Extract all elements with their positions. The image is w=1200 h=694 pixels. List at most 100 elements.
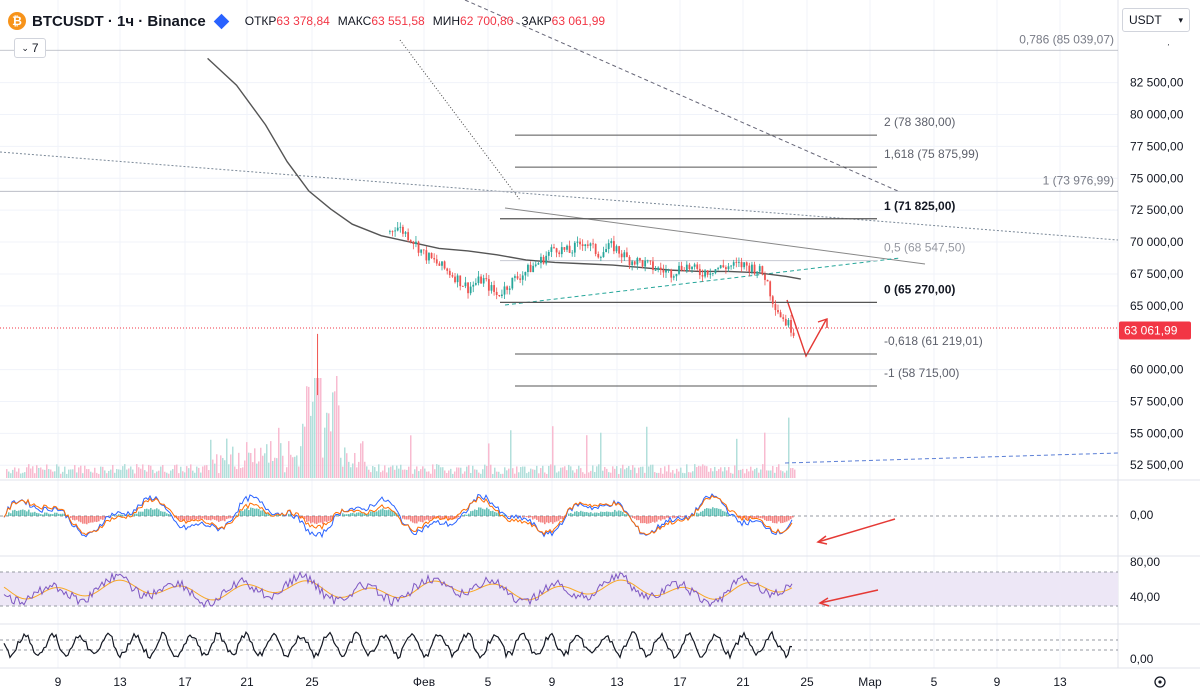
settings-gear-icon[interactable] bbox=[1154, 676, 1166, 688]
macd-histogram-bar bbox=[754, 516, 756, 519]
macd-histogram-bar bbox=[36, 512, 38, 516]
volume-bar bbox=[768, 470, 770, 478]
price-series bbox=[317, 221, 795, 396]
trendline-drawings[interactable] bbox=[0, 0, 1119, 464]
candle-body bbox=[558, 252, 561, 255]
low-label: МИН bbox=[432, 14, 461, 28]
volume-bar bbox=[776, 466, 778, 478]
fib-label-3: 0,5 (68 547,50) bbox=[884, 241, 965, 255]
volume-bar bbox=[76, 472, 78, 478]
price-tick-label-8: 60 000,00 bbox=[1130, 363, 1184, 377]
macd-histogram-bar bbox=[92, 516, 94, 523]
volume-bar bbox=[718, 469, 720, 478]
symbol-header[interactable]: ₿ BTCUSDT · 1ч · Binance ОТКР63 378,84 М… bbox=[8, 6, 605, 36]
volume-bar bbox=[382, 470, 384, 478]
volume-bar bbox=[652, 464, 654, 478]
volume-bar bbox=[226, 438, 228, 478]
volume-bar bbox=[112, 464, 114, 478]
indicators-toggle-button[interactable]: ⌄ 7 bbox=[14, 38, 46, 58]
candle-body bbox=[451, 275, 454, 277]
candle-body bbox=[592, 243, 594, 245]
macd-histogram-bar bbox=[318, 516, 320, 523]
volume-bar bbox=[496, 471, 498, 478]
macd-histogram-bar bbox=[576, 511, 578, 516]
macd-histogram-bar bbox=[448, 516, 450, 521]
volume-bar bbox=[708, 471, 710, 478]
macd-histogram-bar bbox=[544, 516, 546, 525]
volume-bar bbox=[220, 455, 222, 478]
macd-histogram-bar bbox=[670, 516, 672, 517]
volume-bar bbox=[240, 468, 242, 478]
volume-bar bbox=[288, 441, 290, 478]
volume-bar bbox=[592, 465, 594, 478]
volume-bar bbox=[532, 469, 534, 478]
macd-histogram-bar bbox=[26, 511, 28, 516]
volume-bar bbox=[56, 464, 58, 478]
rsi-line bbox=[3, 571, 793, 609]
macd-histogram-bar bbox=[764, 516, 766, 521]
macd-histogram-bar bbox=[718, 508, 720, 516]
volume-bar bbox=[542, 465, 544, 478]
volume-bar bbox=[762, 464, 764, 478]
macd-histogram-bar bbox=[124, 515, 126, 516]
macd-histogram-bar bbox=[200, 516, 202, 520]
macd-histogram-bar bbox=[434, 516, 436, 519]
candle-body bbox=[698, 268, 701, 276]
macd-histogram-bar bbox=[502, 514, 504, 516]
volume-bar bbox=[160, 466, 162, 478]
volume-bar bbox=[414, 469, 416, 478]
volume-bar bbox=[446, 472, 448, 478]
candle-body bbox=[628, 256, 631, 265]
candle-body bbox=[639, 258, 641, 261]
candle-body bbox=[435, 259, 438, 264]
volume-bar bbox=[552, 426, 554, 478]
volume-bar bbox=[408, 466, 410, 478]
macd-histogram-bar bbox=[8, 512, 10, 516]
fib-label-4: 0 (65 270,00) bbox=[884, 282, 955, 296]
macd-histogram-bar bbox=[376, 511, 378, 516]
volume-bar bbox=[656, 472, 658, 478]
volume-bar bbox=[622, 464, 624, 478]
macd-histogram-bar bbox=[62, 513, 64, 516]
time-axis[interactable]: 9 13 17 21 25 Фев 5 9 13 17 21 25 Мар 5 9 13 bbox=[55, 675, 1166, 689]
macd-histogram-bar bbox=[760, 516, 762, 519]
candle-body bbox=[738, 261, 740, 263]
price-tick-label-10: 55 000,00 bbox=[1130, 426, 1184, 440]
candle-body bbox=[659, 267, 662, 271]
volume-bar bbox=[142, 464, 144, 478]
symbol-title[interactable]: BTCUSDT · 1ч · Binance bbox=[32, 12, 206, 30]
volume-bar bbox=[456, 467, 458, 478]
macd-histogram-bar bbox=[786, 516, 788, 522]
candle-body bbox=[709, 273, 712, 275]
price-tick-label-9: 57 500,00 bbox=[1130, 394, 1184, 408]
volume-bar bbox=[430, 473, 432, 478]
volume-bar bbox=[106, 473, 108, 478]
volume-bar bbox=[120, 469, 122, 478]
last-price-label: 63 061,99 bbox=[1124, 324, 1178, 338]
volume-bar bbox=[286, 467, 288, 478]
macd-histogram-bar bbox=[232, 516, 234, 518]
flag-diamond-icon[interactable] bbox=[213, 13, 230, 29]
fibonacci-levels[interactable]: 0,786 (85 039,07) 1 (73 976,99) 2 (78 380,… bbox=[0, 32, 1118, 387]
volume-bar bbox=[236, 469, 238, 478]
volume-bar bbox=[500, 473, 502, 478]
volume-bar bbox=[110, 469, 112, 478]
candle-body bbox=[469, 286, 472, 294]
macd-histogram-bar bbox=[32, 512, 34, 516]
volume-bar bbox=[136, 464, 138, 478]
macd-histogram-bar bbox=[354, 513, 356, 516]
macd-histogram-bar bbox=[536, 516, 538, 520]
volume-bar bbox=[550, 464, 552, 478]
volume-bar bbox=[648, 466, 650, 478]
candle-body bbox=[464, 282, 467, 287]
macd-histogram-bar bbox=[112, 514, 114, 516]
candle-body bbox=[584, 244, 587, 247]
volume-bar bbox=[590, 470, 592, 478]
volume-bar bbox=[188, 468, 190, 478]
currency-select[interactable]: USDT ▾ bbox=[1122, 8, 1190, 32]
volume-bar bbox=[8, 471, 10, 478]
macd-histogram-bar bbox=[352, 512, 354, 516]
candle-body bbox=[487, 279, 490, 291]
